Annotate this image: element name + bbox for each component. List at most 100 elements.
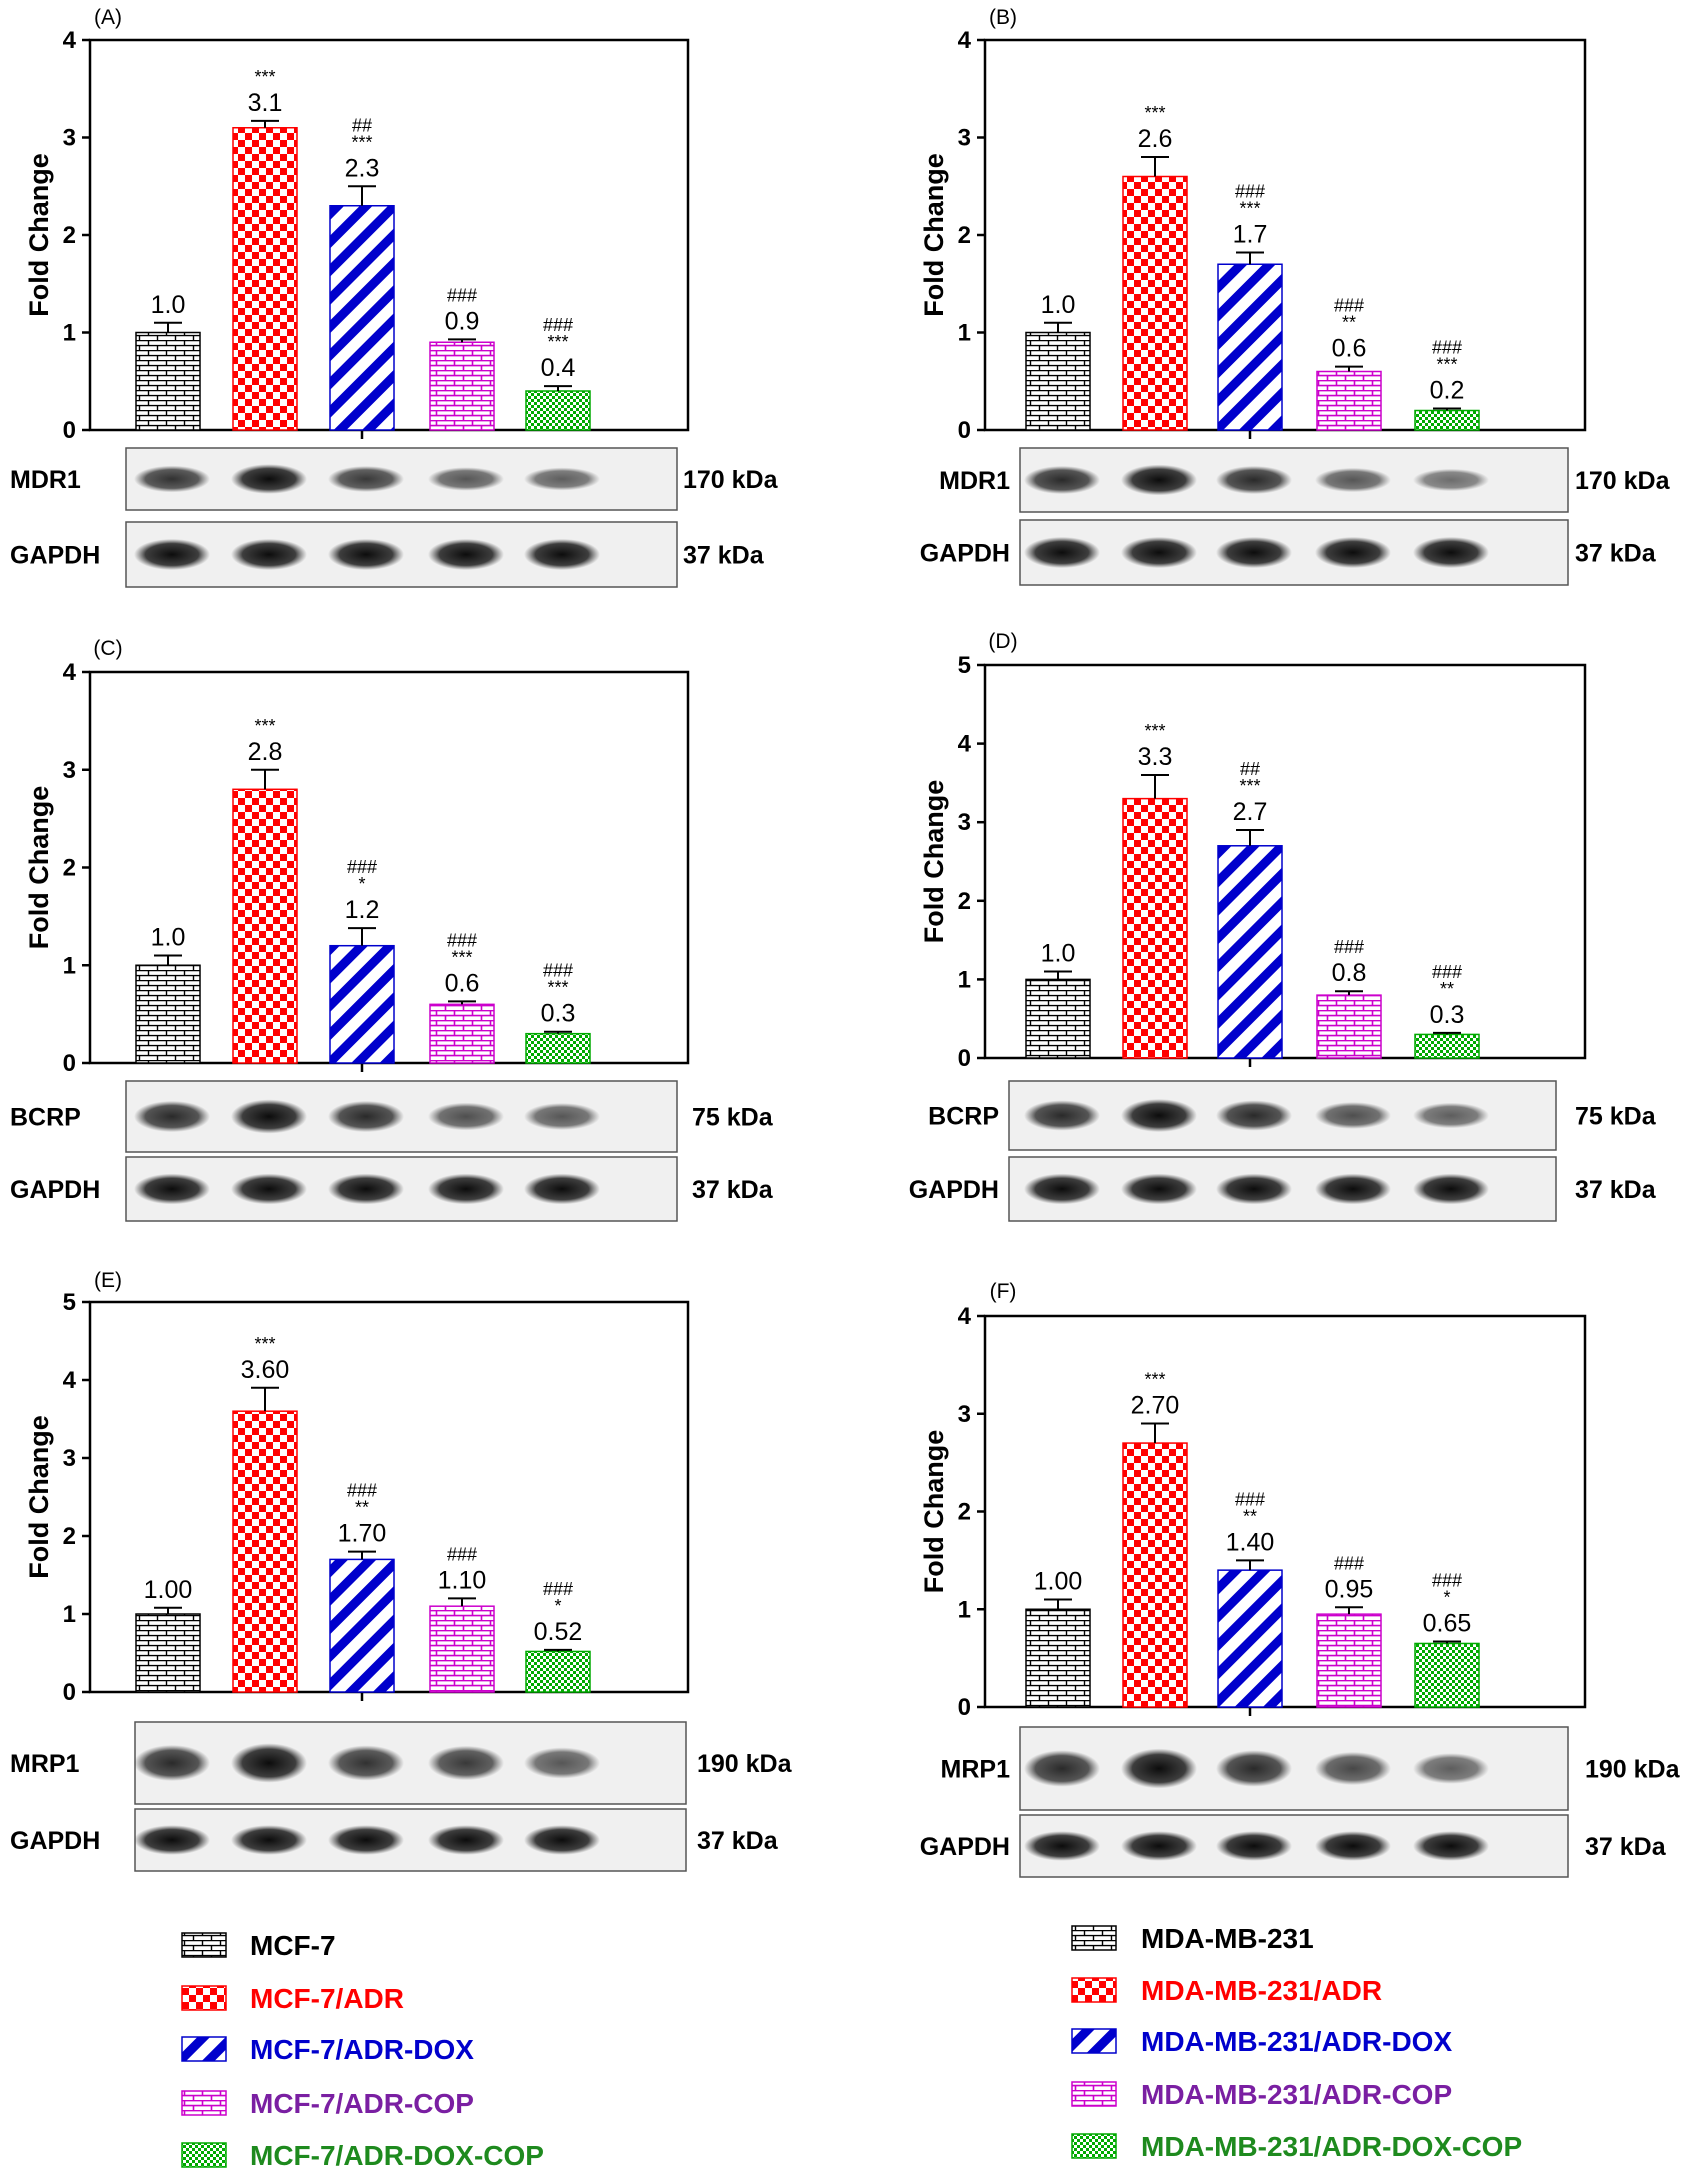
value-label: 0.9 (445, 307, 480, 335)
value-label: 0.3 (1430, 1001, 1465, 1029)
blot-band (134, 1744, 210, 1782)
significance-hash: ### (447, 285, 477, 305)
bar (232, 1410, 298, 1693)
significance-star: *** (1436, 355, 1457, 375)
blot-band (1121, 536, 1197, 569)
blot-band (1413, 468, 1489, 492)
value-label: 3.1 (248, 89, 283, 117)
blot-kda-label: 190 kDa (697, 1750, 793, 1778)
blot-band (231, 1743, 307, 1783)
blot-band (1216, 465, 1292, 495)
significance-hash: ### (347, 1481, 377, 1501)
bar (135, 1613, 201, 1693)
significance-star: *** (1144, 1370, 1165, 1390)
bar (329, 205, 395, 431)
value-label: 1.0 (1041, 291, 1076, 319)
value-label: 0.6 (445, 969, 480, 997)
blot-band (231, 464, 307, 494)
significance-star: *** (1144, 103, 1165, 123)
blot-band (328, 1173, 404, 1205)
bar (1025, 1608, 1091, 1708)
blot-band (1024, 1100, 1100, 1131)
panel-label: (C) (93, 637, 122, 660)
y-tick-label: 0 (958, 1045, 971, 1072)
y-tick-label: 2 (958, 222, 971, 249)
blot-band (1315, 1831, 1391, 1861)
value-label: 2.6 (1138, 125, 1173, 153)
value-label: 1.7 (1233, 221, 1268, 249)
y-tick-label: 1 (958, 966, 971, 993)
value-label: 1.40 (1226, 1528, 1275, 1556)
legend: MCF-7 MCF-7/ADR MCF-7/ADR-DOX MCF-7/ADR-COP… (181, 1930, 544, 2171)
blot-kda-label: 37 kDa (1575, 1176, 1657, 1204)
blot-protein-label: GAPDH (909, 1176, 999, 1204)
value-label: 2.7 (1233, 798, 1268, 826)
legend-swatch (181, 2036, 227, 2062)
significance-hash: ### (447, 930, 477, 950)
bar (525, 390, 591, 431)
panel-label: (B) (989, 6, 1017, 29)
bar (232, 127, 298, 431)
y-tick-label: 3 (63, 125, 76, 152)
y-tick-label: 3 (958, 1401, 971, 1428)
blot-kda-label: 170 kDa (1575, 467, 1671, 495)
significance-star: *** (254, 1334, 275, 1354)
significance-hash: ### (1432, 338, 1462, 358)
blot-band (1315, 1102, 1391, 1129)
significance-hash: ### (347, 857, 377, 877)
y-axis-label: Fold Change (919, 1430, 949, 1594)
bar (1025, 978, 1091, 1059)
blot-band (1024, 1750, 1100, 1787)
blot-kda-label: 37 kDa (683, 542, 765, 570)
bar (329, 1558, 395, 1693)
value-label: 0.52 (534, 1618, 583, 1646)
y-tick-label: 4 (63, 1367, 77, 1394)
significance-star: *** (547, 332, 568, 352)
significance-hash: ### (1432, 1571, 1462, 1591)
value-label: 3.60 (241, 1356, 290, 1384)
y-tick-label: 1 (958, 1596, 971, 1623)
blot-band (134, 465, 210, 493)
blot-band (1121, 1748, 1197, 1789)
value-label: 0.4 (541, 354, 576, 382)
legend-swatch (181, 2090, 227, 2116)
blot-band (1315, 1751, 1391, 1786)
value-label: 1.0 (1041, 940, 1076, 968)
significance-hash: ### (1235, 182, 1265, 202)
significance-star: *** (1239, 199, 1260, 219)
significance-star: *** (351, 132, 372, 152)
legend-swatch (1071, 1925, 1117, 1951)
legend-swatch (1071, 1977, 1117, 2003)
value-label: 2.8 (248, 738, 283, 766)
blot-band (428, 1745, 504, 1781)
significance-hash: ### (1235, 1489, 1265, 1509)
bar (1316, 370, 1382, 431)
y-tick-label: 0 (958, 1694, 971, 1721)
panel-label: (A) (94, 6, 122, 29)
significance-hash: ### (543, 315, 573, 335)
blot-band (231, 538, 307, 571)
legend-swatch (1071, 2028, 1117, 2054)
y-tick-label: 5 (958, 652, 971, 679)
legend-label: MDA-MB-231 (1141, 1923, 1314, 1954)
value-label: 0.95 (1325, 1575, 1374, 1603)
significance-star: *** (1239, 776, 1260, 796)
blot-kda-label: 37 kDa (692, 1176, 774, 1204)
y-tick-label: 4 (958, 27, 972, 54)
blot-band (231, 1173, 307, 1205)
blot-band (328, 1825, 404, 1855)
y-tick-label: 0 (63, 1050, 76, 1077)
significance-hash: ### (447, 1544, 477, 1564)
blot-band (231, 1825, 307, 1855)
y-axis-label: Fold Change (919, 153, 949, 317)
y-axis-label: Fold Change (24, 1415, 54, 1579)
bar (429, 341, 495, 431)
blot-band (1413, 1102, 1489, 1129)
bar (1316, 1613, 1382, 1708)
y-tick-label: 4 (958, 1303, 972, 1330)
bar (1414, 1033, 1480, 1059)
blot-band (328, 465, 404, 493)
